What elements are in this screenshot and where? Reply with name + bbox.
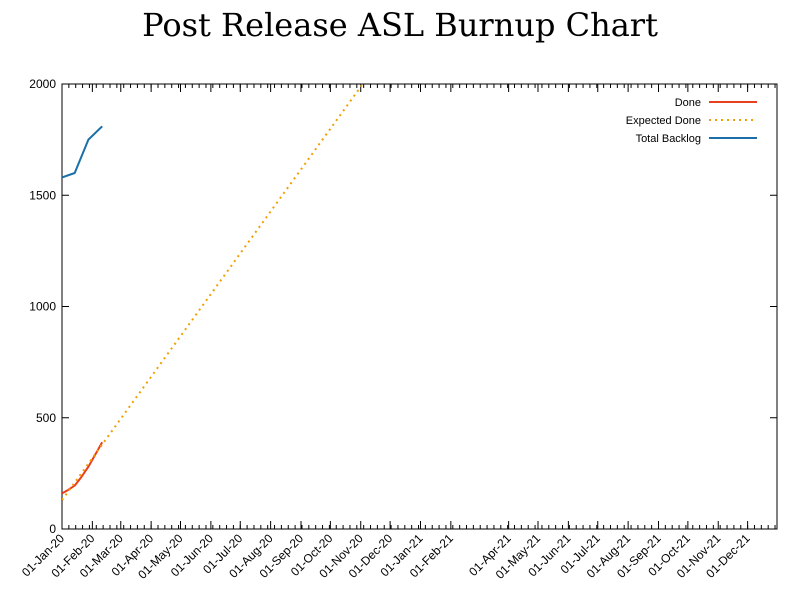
y-tick-label: 1000 (29, 300, 56, 314)
series-line (62, 125, 103, 179)
y-tick-label: 1500 (29, 188, 56, 202)
y-tick-label: 2000 (29, 77, 56, 91)
series-line (62, 84, 364, 501)
y-tick-label: 500 (36, 411, 56, 425)
legend: Done Expected Done Total Backlog (626, 97, 757, 145)
series-layer (62, 84, 364, 501)
axis-ticks: 050010001500200001-Jan-2001-Feb-2001-Mar… (19, 77, 777, 582)
legend-label: Expected Done (626, 115, 701, 127)
legend-label: Done (675, 97, 701, 109)
chart-title: Post Release ASL Burnup Chart (142, 6, 658, 44)
plot-frame (61, 83, 778, 530)
y-tick-label: 0 (49, 522, 56, 536)
legend-label: Total Backlog (636, 133, 701, 145)
series-line (62, 441, 104, 495)
